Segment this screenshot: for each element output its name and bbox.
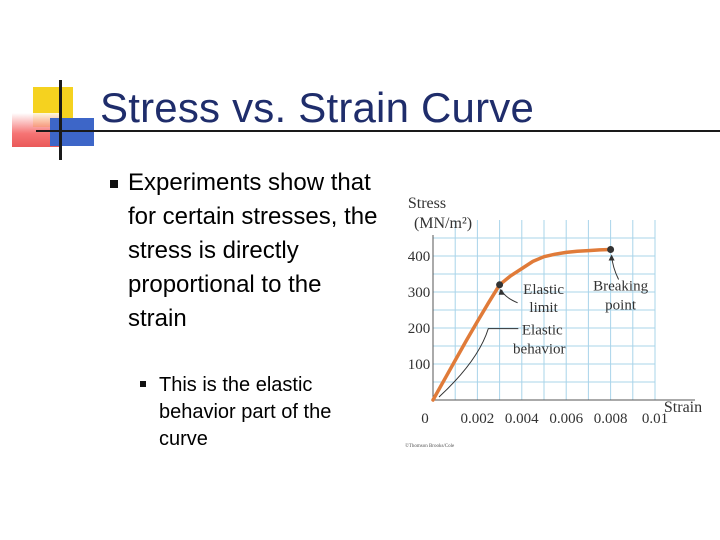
chart-tick-labels: 0 0.002 0.004 0.006 0.008 0.01 100 200 300 400	[408, 249, 668, 427]
sub-bullet-square-icon	[140, 381, 146, 387]
x-tick-label: 0.01	[642, 411, 668, 427]
decor-blue-square	[50, 118, 94, 146]
breaking-point-label-line2: point	[605, 298, 637, 314]
y-tick-label: 200	[408, 321, 431, 337]
elastic-limit-arrow	[501, 289, 518, 304]
elastic-behavior-bracket	[438, 328, 519, 398]
bullet-main-text: Experiments show that for certain stress…	[128, 169, 378, 332]
breaking-point-dot	[607, 246, 615, 254]
x-tick-label: 0.002	[461, 411, 495, 427]
y-tick-label: 100	[408, 357, 431, 373]
slide-title: Stress vs. Strain Curve	[100, 84, 535, 131]
elastic-limit-label-line1: Elastic	[523, 282, 564, 298]
chart-axes	[432, 235, 695, 401]
chart-annotations: Elastic limit Breaking point Elastic behavior	[438, 246, 649, 398]
chart-credit: ©Thomson Brooks/Cole	[405, 443, 455, 449]
title-underline	[36, 130, 720, 132]
breaking-point-label-line1: Breaking	[593, 279, 648, 295]
y-axis-label-line2: (MN/m²)	[414, 215, 472, 232]
elastic-limit-point	[496, 281, 504, 289]
x-tick-label: 0.008	[594, 411, 628, 427]
elastic-behavior-label-line1: Elastic	[522, 323, 563, 339]
elastic-limit-label-line2: limit	[529, 300, 558, 316]
elastic-limit-arrowhead	[498, 288, 505, 295]
y-axis-label-line1: Stress	[408, 195, 446, 212]
decor-vertical-line	[59, 80, 62, 160]
y-tick-label: 400	[408, 249, 431, 265]
bullet-sub-text: This is the elastic behavior part of the…	[159, 374, 332, 450]
x-tick-label: 0	[421, 411, 429, 427]
stress-strain-chart: Stress (MN/m²) Strain 0 0.002 0.004 0.006 0.…	[405, 195, 702, 449]
elastic-behavior-label-line2: behavior	[513, 342, 565, 358]
breaking-point-arrowhead	[608, 254, 615, 261]
stress-strain-curve	[431, 247, 613, 402]
y-tick-label: 300	[408, 285, 431, 301]
x-tick-label: 0.006	[549, 411, 583, 427]
chart-series	[431, 247, 613, 402]
bullet-square-icon	[110, 180, 118, 188]
x-tick-label: 0.004	[505, 411, 539, 427]
x-axis-label: Strain	[664, 399, 702, 416]
